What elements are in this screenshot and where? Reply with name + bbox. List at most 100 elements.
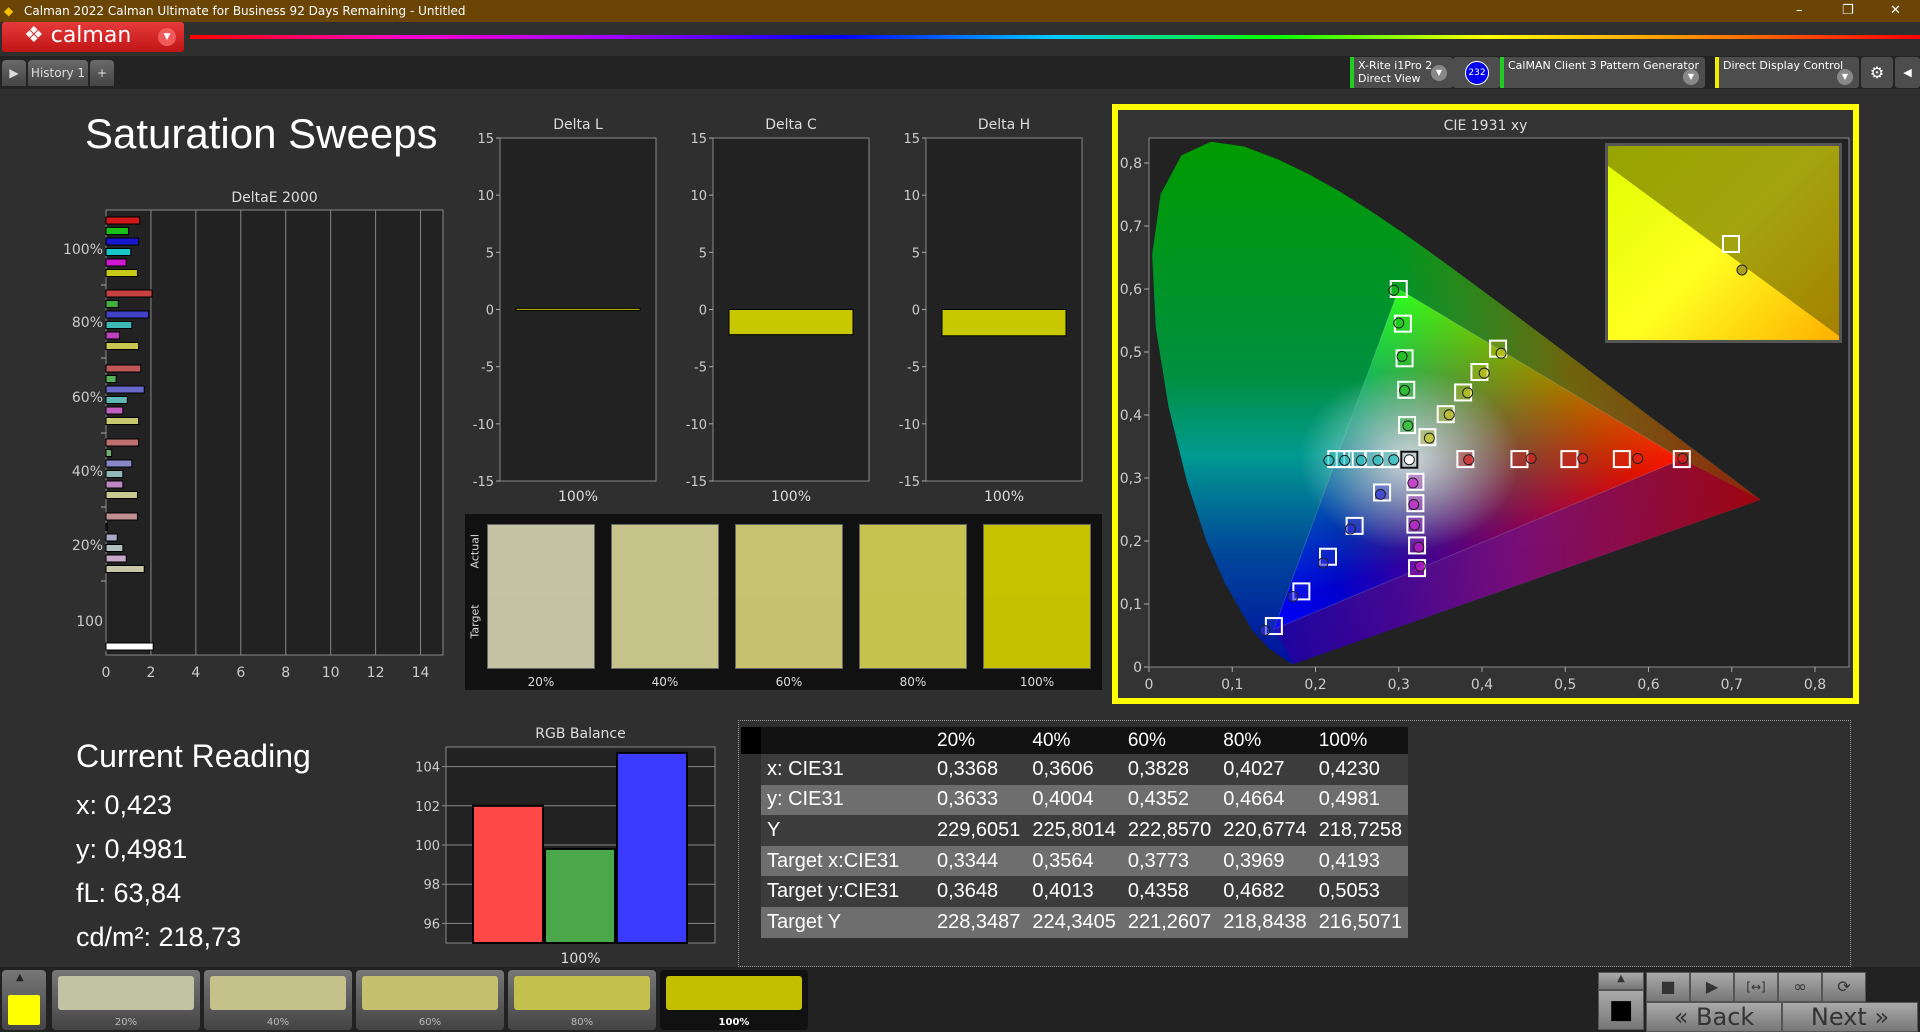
add-tab-button[interactable]: + bbox=[90, 60, 114, 86]
patch-color bbox=[58, 976, 194, 1010]
deltae-bar bbox=[105, 227, 129, 235]
delta-chart: 15 10 5 0 -5 -10 -15 100% bbox=[899, 132, 1083, 505]
deltae-bar bbox=[105, 289, 153, 298]
measured-point bbox=[1396, 350, 1408, 362]
table-cell: 218,7258 bbox=[1312, 815, 1409, 846]
category-label: 100% bbox=[984, 489, 1024, 505]
window-title: Calman 2022 Calman Ultimate for Business… bbox=[24, 4, 466, 18]
x-tick-label: 0,3 bbox=[1388, 677, 1410, 693]
delta-chart-title: Delta C bbox=[765, 117, 817, 133]
deltae-bar bbox=[105, 406, 124, 415]
expand-up-icon[interactable]: ▲ bbox=[16, 972, 24, 983]
y-tick-label: 96 bbox=[423, 917, 440, 932]
stop-icon[interactable]: ■ bbox=[1646, 972, 1690, 1002]
table-cell: 0,4682 bbox=[1217, 876, 1313, 907]
settings-gear-icon[interactable]: ⚙ bbox=[1861, 57, 1893, 88]
deltae-bar bbox=[105, 565, 145, 573]
cie-chart-title: CIE 1931 xy bbox=[1443, 118, 1528, 134]
next-button[interactable]: Next » bbox=[1782, 1002, 1918, 1032]
patch-button-80%[interactable]: 80% bbox=[508, 970, 656, 1030]
x-tick-label: 0 bbox=[102, 665, 111, 681]
patch-label: 80% bbox=[570, 1017, 594, 1028]
meter-selector[interactable]: X-Rite i1Pro 2 Direct View ▼ bbox=[1350, 57, 1453, 88]
y-tick-label: 102 bbox=[415, 800, 440, 815]
patch-button-60%[interactable]: 60% bbox=[356, 970, 504, 1030]
patch-button-40%[interactable]: 40% bbox=[204, 970, 352, 1030]
x-tick-label: 0,1 bbox=[1221, 677, 1243, 693]
deltae-bar bbox=[105, 331, 120, 340]
table-cell: 0,3344 bbox=[931, 845, 1027, 877]
calman-menu-button[interactable]: ❖ calman ▼ bbox=[2, 22, 184, 52]
stop-measure-button[interactable]: ■ bbox=[1598, 990, 1644, 1030]
measured-point bbox=[1393, 317, 1405, 329]
reading-x: x: 0,423 bbox=[76, 790, 173, 820]
delta-chart: 15 10 5 0 -5 -10 -15 100% bbox=[686, 132, 870, 505]
deltae-bar bbox=[105, 248, 132, 256]
group-label: 80% bbox=[72, 315, 103, 331]
row-label: x: CIE31 bbox=[761, 754, 931, 785]
meter-badge[interactable]: 232 bbox=[1465, 61, 1489, 85]
refresh-icon[interactable]: ⟳ bbox=[1822, 972, 1866, 1002]
bracket-measure-icon[interactable]: [↔] bbox=[1734, 972, 1778, 1002]
deltae-bar bbox=[105, 512, 138, 521]
deltae-bar bbox=[105, 533, 118, 542]
tab-history-1[interactable]: History 1 bbox=[28, 60, 88, 86]
table-cell: 0,4027 bbox=[1217, 754, 1313, 785]
table-cell: 222,8570 bbox=[1121, 815, 1218, 846]
play-icon[interactable]: ▶ bbox=[2, 60, 26, 86]
app-icon: ◆ bbox=[4, 4, 14, 18]
table-row: y: CIE31 0,3633 0,4004 0,4352 0,4664 0,4981 bbox=[761, 784, 1409, 816]
display-status-indicator bbox=[1715, 57, 1719, 88]
delta-bar bbox=[728, 309, 854, 336]
deltae-chart: 0 2 4 6 8 10 12 14 100% 80% 60% 40% 20% 100 bbox=[63, 209, 444, 681]
display-control-selector[interactable]: Direct Display Control ▼ bbox=[1715, 57, 1859, 88]
patch-button-100%[interactable]: 100% bbox=[660, 970, 808, 1030]
measured-point bbox=[1287, 590, 1299, 602]
measured-point bbox=[1495, 347, 1507, 359]
table-cell: 225,8014 bbox=[1026, 815, 1122, 846]
y-tick-label: 0 bbox=[912, 304, 920, 319]
back-button[interactable]: « Back bbox=[1646, 1002, 1782, 1032]
swatch-40% bbox=[611, 524, 719, 669]
chevron-down-icon: ▼ bbox=[1683, 69, 1699, 85]
continuous-loop-icon[interactable]: ∞ bbox=[1778, 972, 1822, 1002]
chevron-down-icon: ▼ bbox=[1837, 69, 1853, 85]
maximize-button[interactable]: ❐ bbox=[1842, 3, 1854, 18]
collapse-panel-icon[interactable]: ◀ bbox=[1895, 57, 1920, 88]
table-cell: 229,6051 bbox=[931, 815, 1027, 846]
pattern-generator-selector[interactable]: CalMAN Client 3 Pattern Generator ▼ bbox=[1500, 57, 1705, 88]
measured-point bbox=[1478, 367, 1490, 379]
actual-swatch bbox=[612, 525, 718, 597]
x-tick-label: 10 bbox=[322, 665, 340, 681]
current-color-swatch bbox=[8, 995, 40, 1025]
swatch-label: 40% bbox=[651, 675, 679, 689]
row-label: Target Y bbox=[761, 906, 931, 938]
y-tick-label: 10 bbox=[477, 189, 494, 204]
swatch-label: 100% bbox=[1019, 675, 1055, 689]
table-cell: 220,6774 bbox=[1217, 815, 1313, 846]
minimize-button[interactable]: – bbox=[1796, 3, 1803, 18]
measured-point bbox=[1414, 560, 1426, 572]
actual-swatch bbox=[860, 525, 966, 597]
deltae-bar bbox=[105, 480, 124, 489]
measured-point bbox=[1423, 432, 1435, 444]
measured-point bbox=[1317, 557, 1329, 569]
deltae-bar bbox=[105, 554, 127, 563]
patch-button-20%[interactable]: 20% bbox=[52, 970, 200, 1030]
y-tick-label: -10 bbox=[899, 418, 920, 433]
y-tick-label: 0,7 bbox=[1120, 219, 1142, 235]
y-tick-label: 15 bbox=[903, 132, 920, 147]
measured-point bbox=[1388, 454, 1400, 466]
play-icon[interactable]: ▶ bbox=[1690, 972, 1734, 1002]
target-swatch bbox=[860, 596, 966, 668]
group-label: 40% bbox=[72, 464, 103, 480]
white-point-measured bbox=[1403, 454, 1415, 466]
measured-point bbox=[1632, 452, 1644, 464]
table-cell: 224,3405 bbox=[1026, 906, 1122, 938]
close-button[interactable]: ✕ bbox=[1890, 3, 1901, 18]
group-label: 100% bbox=[63, 242, 103, 258]
table-cell: 0,4004 bbox=[1026, 784, 1122, 816]
target-label: Target bbox=[468, 604, 482, 639]
deltae-bar bbox=[105, 417, 140, 425]
expand-up-icon[interactable]: ▲ bbox=[1598, 972, 1644, 990]
